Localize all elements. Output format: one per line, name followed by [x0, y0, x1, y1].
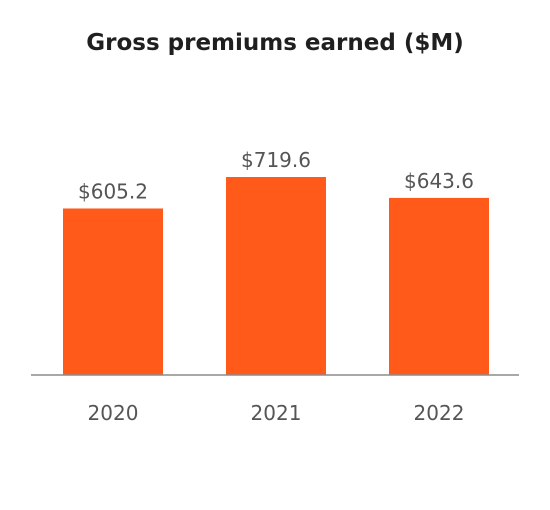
- bar-2022: [389, 197, 489, 375]
- x-tick-label-2020: 2020: [88, 401, 139, 425]
- data-label-2020: $605.2: [78, 179, 148, 203]
- bars-layer: [63, 177, 489, 375]
- bar-2021: [226, 177, 326, 375]
- chart-title: Gross premiums earned ($M): [86, 30, 464, 56]
- x-tick-label-2022: 2022: [414, 401, 465, 425]
- x-tick-label-2021: 2021: [251, 401, 302, 425]
- data-label-2021: $719.6: [241, 148, 311, 172]
- labels-layer: $605.2 2020 $719.6 2021 $643.6 2022: [78, 148, 474, 425]
- data-label-2022: $643.6: [404, 169, 474, 193]
- bar-2020: [63, 208, 163, 375]
